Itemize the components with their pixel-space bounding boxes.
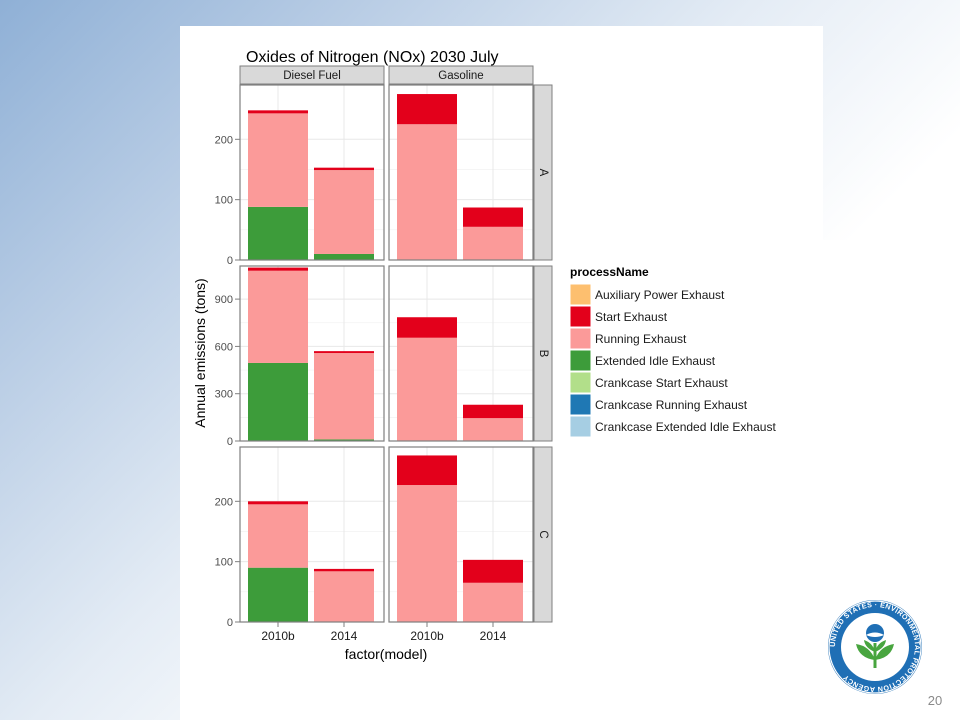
facet-strip-row xyxy=(533,84,553,261)
bar-segment xyxy=(314,568,374,572)
bar-segment xyxy=(314,571,374,622)
bar-segment xyxy=(314,353,374,440)
bar-segment xyxy=(463,418,523,441)
bar-segment xyxy=(248,501,308,505)
facet-label-row: B xyxy=(537,350,549,358)
legend-swatch xyxy=(569,349,592,372)
bar-segment xyxy=(463,582,523,622)
x-axis-title: factor(model) xyxy=(345,646,427,662)
panel-border xyxy=(239,265,385,442)
legend-title: processName xyxy=(570,265,649,279)
bar-segment xyxy=(314,439,374,441)
legend-label: Start Exhaust xyxy=(595,310,668,324)
bar-segment xyxy=(314,351,374,354)
bar-segment xyxy=(463,226,523,260)
chart-panel: Oxides of Nitrogen (NOx) 2030 July Diesel… xyxy=(180,26,823,669)
bar-segment xyxy=(463,404,523,419)
legend-label: Crankcase Extended Idle Exhaust xyxy=(595,420,776,434)
bar-segment xyxy=(248,206,308,260)
y-tick-label: 300 xyxy=(215,389,233,401)
facet-strip-row xyxy=(533,446,553,623)
panel-border xyxy=(239,446,385,623)
bar-segment xyxy=(248,270,308,363)
facet-strip-col xyxy=(239,65,385,85)
bar-segment xyxy=(397,124,457,260)
legend-swatch xyxy=(569,393,592,416)
bar-segment xyxy=(248,267,308,271)
bar-segment xyxy=(248,504,308,568)
panel-border xyxy=(388,446,534,623)
panel-border xyxy=(388,84,534,261)
bar-segment xyxy=(248,110,308,114)
facet-label-col: Diesel Fuel xyxy=(283,70,341,82)
y-tick-label: 200 xyxy=(215,134,233,146)
bar-segment xyxy=(463,559,523,583)
y-tick-label: 100 xyxy=(215,195,233,207)
x-tick-label: 2014 xyxy=(480,629,507,643)
slide-number: 20 xyxy=(927,693,943,708)
legend-label: Auxiliary Power Exhaust xyxy=(595,288,725,302)
facet-label-row: A xyxy=(537,169,549,177)
legend-label: Extended Idle Exhaust xyxy=(595,354,716,368)
y-axis-title: Annual emissions (tons) xyxy=(192,278,208,427)
legend-label: Crankcase Running Exhaust xyxy=(595,398,748,412)
bar-segment xyxy=(397,317,457,338)
bar-segment xyxy=(248,113,308,207)
bar-segment xyxy=(397,485,457,622)
facet-label-col: Gasoline xyxy=(438,70,483,82)
legend-label: Crankcase Start Exhaust xyxy=(595,376,728,390)
x-tick-label: 2014 xyxy=(331,629,358,643)
facet-label-row: C xyxy=(537,530,549,538)
bar-segment xyxy=(314,170,374,254)
legend-label: Running Exhaust xyxy=(595,332,687,346)
panel-border xyxy=(239,84,385,261)
y-tick-label: 100 xyxy=(215,557,233,569)
legend-swatch xyxy=(569,305,592,328)
y-tick-label: 200 xyxy=(215,496,233,508)
y-tick-label: 0 xyxy=(227,617,233,629)
bar-segment xyxy=(314,167,374,171)
faceted-bar-chart: Oxides of Nitrogen (NOx) 2030 July Diesel… xyxy=(192,49,776,662)
seal-flower-emblem xyxy=(856,624,894,668)
x-tick-label: 2010b xyxy=(261,629,295,643)
legend-swatch xyxy=(569,283,592,306)
facet-strip-row xyxy=(533,265,553,442)
chart-title: Oxides of Nitrogen (NOx) 2030 July xyxy=(246,49,499,66)
panel-border xyxy=(388,265,534,442)
y-tick-label: 900 xyxy=(215,294,233,306)
bar-segment xyxy=(248,362,308,441)
bar-segment xyxy=(397,94,457,125)
legend-swatch xyxy=(569,415,592,438)
y-tick-label: 600 xyxy=(215,341,233,353)
bar-segment xyxy=(397,337,457,441)
legend-swatch xyxy=(569,371,592,394)
legend-swatch xyxy=(569,327,592,350)
y-tick-label: 0 xyxy=(227,255,233,267)
x-tick-label: 2010b xyxy=(410,629,444,643)
bar-segment xyxy=(314,253,374,260)
y-tick-label: 0 xyxy=(227,436,233,448)
bar-segment xyxy=(397,455,457,486)
bar-segment xyxy=(248,567,308,622)
facet-strip-col xyxy=(388,65,534,85)
seal-rim xyxy=(828,600,922,694)
bar-segment xyxy=(463,207,523,227)
epa-logo: UNITED STATES · ENVIRONMENTAL PROTECTION… xyxy=(828,600,922,694)
